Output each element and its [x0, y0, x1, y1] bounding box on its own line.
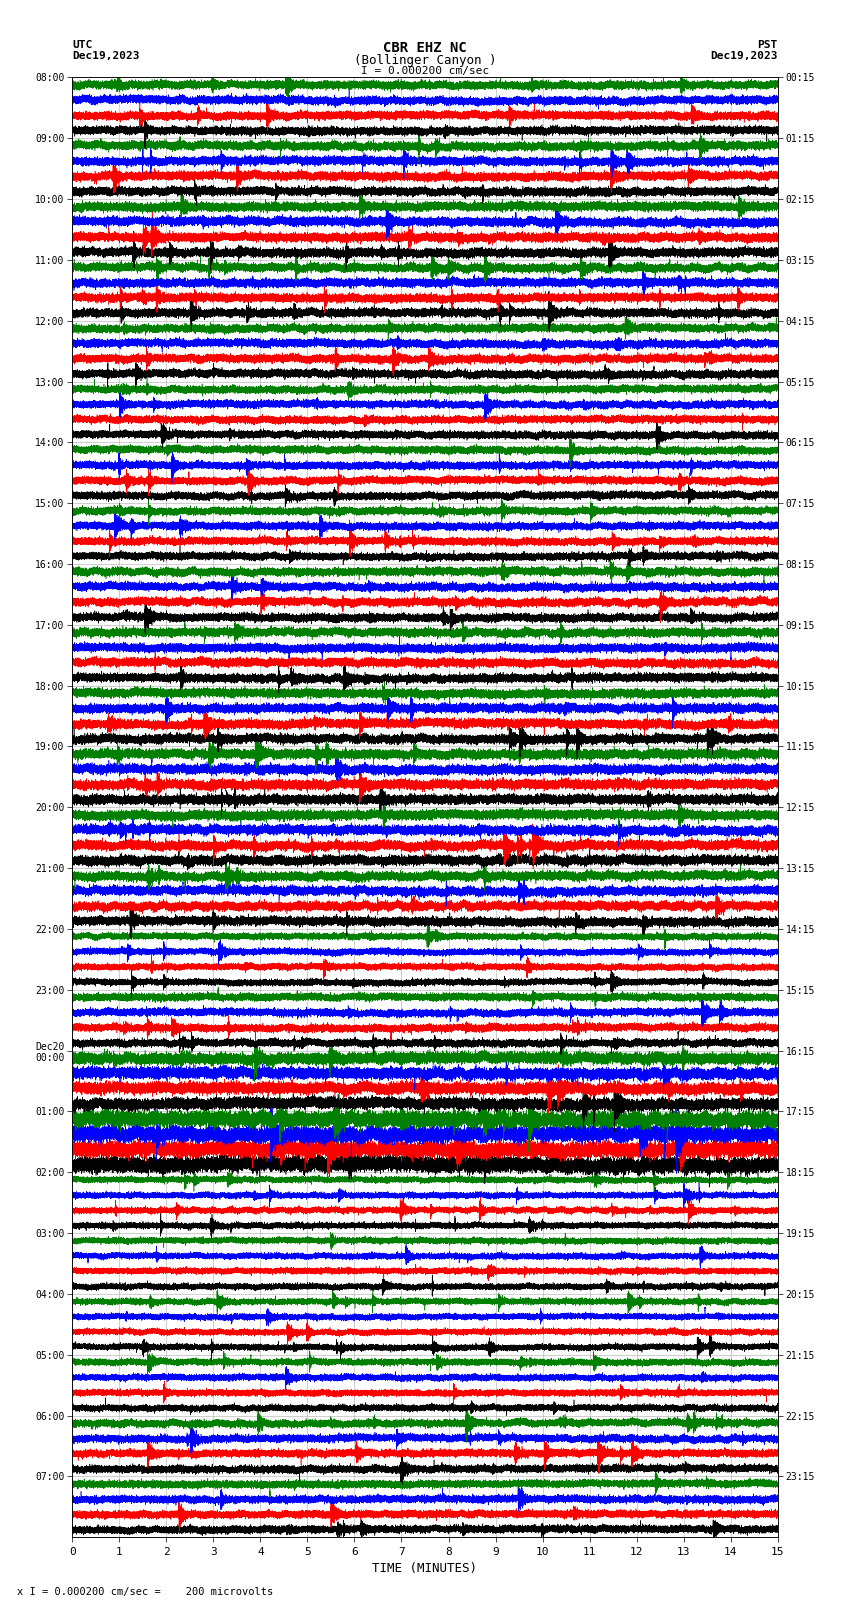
Text: x I = 0.000200 cm/sec =    200 microvolts: x I = 0.000200 cm/sec = 200 microvolts: [17, 1587, 273, 1597]
Text: Dec19,2023: Dec19,2023: [711, 50, 778, 61]
Text: UTC: UTC: [72, 39, 93, 50]
Text: Dec19,2023: Dec19,2023: [72, 50, 139, 61]
Text: PST: PST: [757, 39, 778, 50]
X-axis label: TIME (MINUTES): TIME (MINUTES): [372, 1563, 478, 1576]
Text: CBR EHZ NC: CBR EHZ NC: [383, 40, 467, 55]
Text: I = 0.000200 cm/sec: I = 0.000200 cm/sec: [361, 66, 489, 76]
Text: (Bollinger Canyon ): (Bollinger Canyon ): [354, 53, 496, 68]
